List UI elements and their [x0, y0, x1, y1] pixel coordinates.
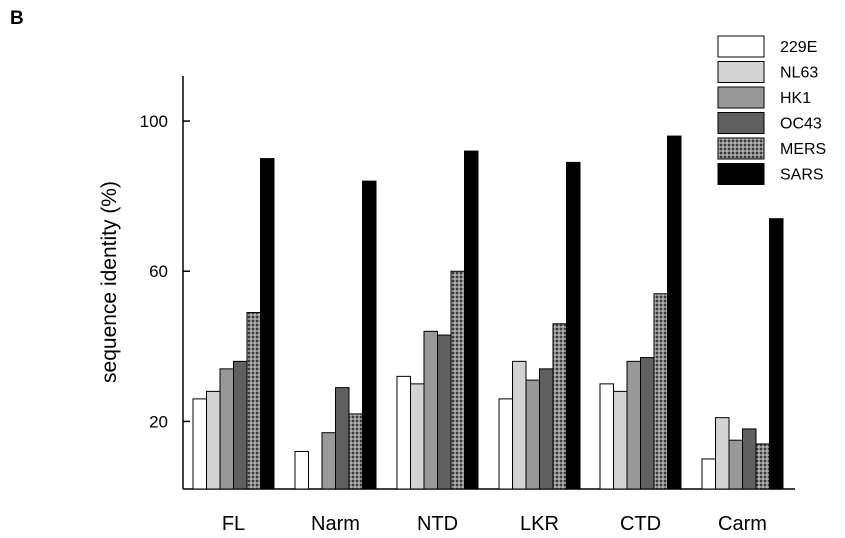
- bar-sars-ctd: [667, 135, 682, 490]
- bar-sars-narm: [362, 180, 377, 490]
- bar-229e-carm: [701, 458, 716, 490]
- y-tick-label: 20: [149, 412, 168, 431]
- bar-nl63-ctd: [613, 390, 628, 490]
- bars: [192, 135, 784, 490]
- bar-mers-lkr: [552, 323, 567, 490]
- category-labels: FL Narm NTD LKR CTD Carm: [222, 513, 767, 535]
- bar-nl63-carm: [715, 417, 730, 490]
- legend-label-oc43: OC43: [780, 116, 822, 133]
- y-tick-label: 100: [140, 112, 168, 131]
- bar-229e-ntd: [396, 375, 411, 490]
- bar-hk1-carm: [728, 439, 743, 490]
- category-label: CTD: [620, 513, 661, 535]
- legend-label-hk1: HK1: [780, 90, 811, 107]
- bar-sars-lkr: [566, 161, 581, 490]
- category-label: Narm: [311, 513, 360, 535]
- legend-swatch-nl63: [717, 61, 765, 83]
- legend-swatch-229e: [717, 35, 765, 58]
- bar-229e-lkr: [498, 398, 513, 490]
- y-ticks: 20 60 100: [140, 112, 190, 431]
- bar-nl63-fl: [206, 390, 221, 490]
- bar-hk1-lkr: [525, 379, 540, 490]
- bar-mers-carm: [755, 443, 770, 490]
- category-label: FL: [222, 513, 245, 535]
- y-tick-label: 60: [149, 262, 168, 281]
- bar-229e-narm: [294, 450, 309, 490]
- bar-sars-carm: [769, 218, 784, 490]
- bar-229e-ctd: [599, 383, 614, 490]
- category-label: NTD: [417, 513, 458, 535]
- legend-label-nl63: NL63: [780, 65, 818, 82]
- bar-oc43-narm: [335, 387, 350, 490]
- bar-nl63-ntd: [410, 383, 425, 490]
- bar-mers-ctd: [653, 293, 668, 490]
- bar-hk1-fl: [219, 368, 234, 490]
- legend-swatch-oc43: [717, 112, 765, 134]
- legend-swatch-sars: [717, 163, 765, 185]
- bar-hk1-ctd: [626, 360, 641, 490]
- bar-sars-fl: [260, 158, 275, 490]
- bar-oc43-lkr: [539, 368, 554, 490]
- bar-mers-narm: [348, 413, 363, 490]
- bar-sars-ntd: [464, 150, 479, 490]
- bar-hk1-ntd: [423, 330, 438, 490]
- legend-label-sars: SARS: [780, 167, 824, 184]
- bar-nl63-lkr: [512, 360, 527, 490]
- category-label: LKR: [520, 513, 559, 535]
- bar-mers-ntd: [450, 270, 465, 490]
- axes: [182, 76, 795, 490]
- bar-oc43-fl: [233, 360, 248, 490]
- legend-label-229e: 229E: [780, 39, 817, 56]
- panel-label: B: [10, 8, 24, 29]
- legend-swatch-mers: [717, 137, 765, 160]
- y-axis-title: sequence identity (%): [98, 181, 121, 383]
- legend-label-mers: MERS: [780, 141, 826, 158]
- bar-hk1-narm: [321, 432, 336, 490]
- bar-oc43-ctd: [640, 357, 655, 490]
- legend-swatch-hk1: [717, 86, 765, 109]
- legend: 229E NL63 HK1 OC43 MERS SARS: [717, 35, 826, 185]
- bar-oc43-carm: [742, 428, 757, 490]
- bar-oc43-ntd: [437, 334, 452, 490]
- bar-229e-fl: [192, 398, 207, 490]
- category-label: Carm: [718, 513, 767, 535]
- bar-mers-fl: [246, 312, 261, 490]
